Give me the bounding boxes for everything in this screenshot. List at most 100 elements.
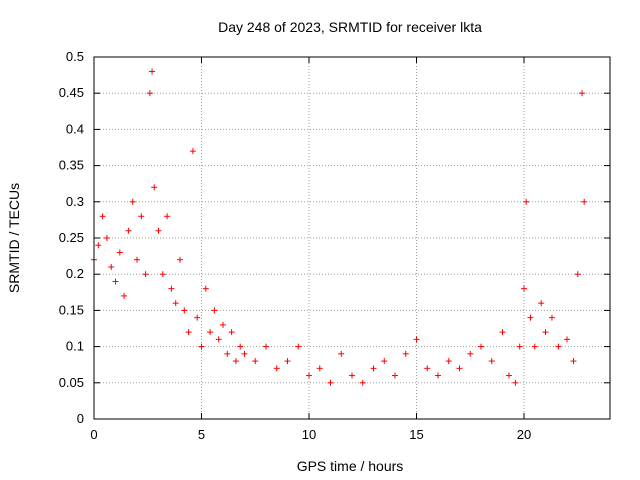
data-point: [116, 249, 123, 256]
data-point: [392, 372, 398, 379]
data-point: [284, 358, 291, 365]
data-point: [138, 213, 145, 220]
data-point: [142, 271, 149, 278]
data-point: [99, 213, 106, 220]
data-point: [555, 343, 562, 350]
data-point: [95, 242, 102, 249]
data-point: [129, 198, 136, 205]
data-point: [531, 343, 538, 350]
data-point: [316, 365, 323, 372]
y-tick-label: 0.2: [66, 266, 84, 281]
y-tick-label: 0.5: [66, 49, 84, 64]
data-point: [198, 343, 205, 350]
data-point: [359, 379, 366, 386]
data-point: [306, 372, 312, 379]
data-point: [521, 285, 527, 292]
data-point: [189, 148, 196, 155]
x-tick-label: 5: [198, 427, 205, 442]
y-tick-label: 0: [77, 411, 84, 426]
data-point: [413, 336, 420, 343]
data-point: [228, 329, 235, 336]
data-point: [194, 314, 201, 321]
data-point: [252, 358, 259, 365]
y-tick-label: 0.1: [66, 339, 84, 354]
data-point: [134, 256, 140, 263]
data-point: [467, 350, 474, 357]
data-point: [125, 227, 132, 234]
data-point: [488, 358, 495, 365]
data-point: [220, 321, 226, 328]
data-point: [155, 227, 162, 234]
data-point: [185, 329, 192, 336]
data-point: [542, 329, 549, 336]
data-point: [381, 358, 388, 365]
data-point: [523, 198, 530, 205]
y-tick-label: 0.45: [59, 85, 84, 100]
data-point: [237, 343, 244, 350]
ticks-layer: 0 0.05 0.1 0.15 0.2 0.25 0.3 0.35 0.4 0.45 0.5 0 5 10…: [59, 49, 610, 442]
data-point: [103, 235, 110, 241]
data-point: [564, 336, 570, 343]
data-point: [146, 90, 153, 97]
data-point: [574, 271, 581, 278]
data-point: [548, 314, 555, 321]
data-point: [121, 292, 128, 299]
data-point: [349, 372, 355, 379]
data-point: [338, 350, 345, 357]
y-tick-label: 0.4: [66, 121, 84, 136]
x-tick-label: 10: [302, 427, 316, 442]
y-tick-label: 0.35: [59, 158, 84, 173]
data-point: [499, 329, 506, 336]
grid-layer: [94, 57, 610, 419]
x-tick-label: 15: [409, 427, 423, 442]
y-tick-label: 0.05: [59, 375, 84, 390]
data-point: [181, 307, 188, 314]
data-point: [295, 343, 302, 350]
data-point: [159, 271, 166, 278]
data-point: [151, 184, 158, 191]
data-point: [241, 350, 248, 357]
data-point: [424, 365, 431, 372]
x-tick-label: 20: [517, 427, 531, 442]
data-point: [273, 365, 280, 372]
data-point: [570, 358, 577, 365]
data-point: [505, 372, 512, 379]
data-point: [263, 343, 269, 350]
data-point: [581, 198, 588, 205]
data-point: [370, 365, 377, 372]
data-point: [232, 358, 239, 365]
data-point: [108, 263, 115, 270]
points-layer: [91, 68, 588, 386]
data-point: [516, 343, 523, 350]
data-point: [579, 90, 586, 97]
y-tick-label: 0.15: [59, 302, 84, 317]
data-point: [445, 358, 452, 365]
data-point: [112, 278, 119, 285]
data-point: [478, 343, 484, 350]
data-point: [207, 329, 214, 336]
data-point: [149, 68, 156, 75]
y-axis-label: SRMTID / TECUs: [6, 183, 22, 293]
y-tick-label: 0.25: [59, 230, 84, 245]
data-point: [164, 213, 171, 220]
x-tick-label: 0: [90, 427, 97, 442]
data-point: [177, 256, 183, 263]
y-tick-label: 0.3: [66, 194, 84, 209]
data-point: [172, 300, 179, 307]
data-point: [327, 379, 334, 386]
data-point: [202, 285, 209, 292]
data-point: [215, 336, 222, 343]
data-point: [538, 300, 545, 307]
data-point: [527, 314, 534, 321]
x-axis-label: GPS time / hours: [297, 458, 404, 474]
data-point: [435, 372, 441, 379]
data-point: [402, 350, 409, 357]
data-point: [456, 365, 463, 372]
data-point: [512, 379, 519, 386]
data-point: [168, 285, 175, 292]
data-point: [224, 350, 231, 357]
chart-title: Day 248 of 2023, SRMTID for receiver lkt…: [218, 19, 482, 35]
data-point: [211, 307, 218, 314]
